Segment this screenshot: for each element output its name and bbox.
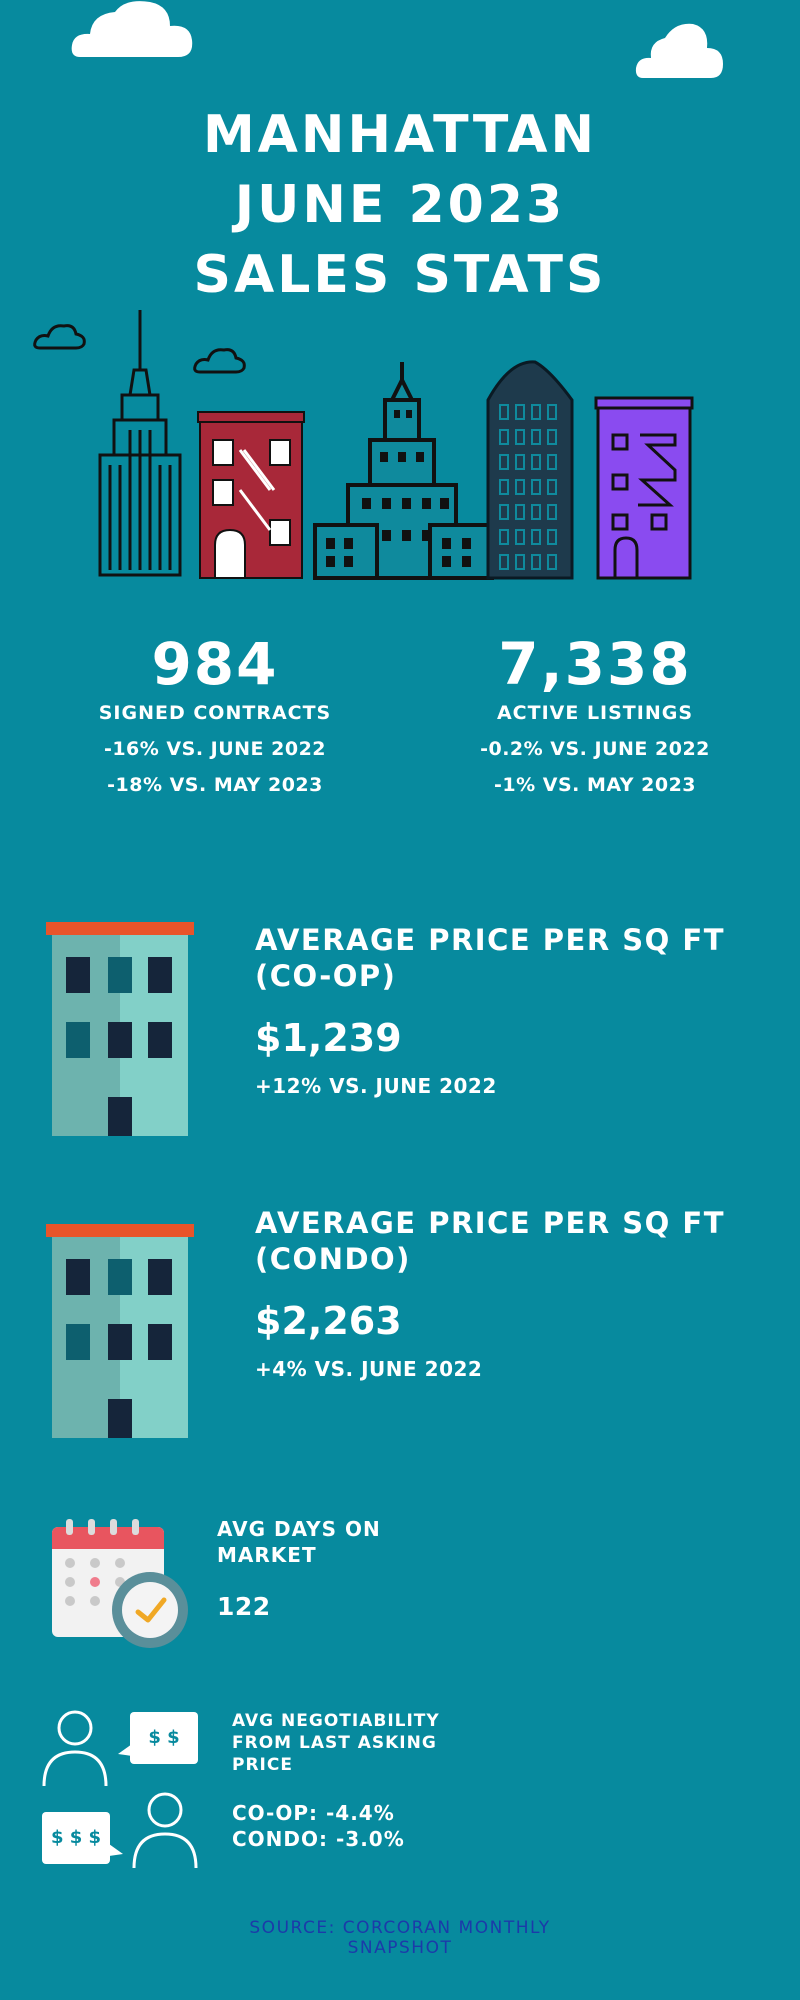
title-line-3: SALES STATS [193,245,607,305]
negotiability-title-line-3: PRICE [232,1755,293,1775]
skyline-illustration [33,310,694,580]
cloud-icon [635,23,723,78]
listings-vs-year: -0.2% VS. JUNE 2022 [480,738,710,760]
coop-price-change: +12% VS. JUNE 2022 [255,1074,497,1098]
negotiability-coop: CO-OP: -4.4% [232,1801,395,1825]
source-line-2: SNAPSHOT [347,1938,453,1958]
speech-bubble-icon: $ $ $ [42,1812,110,1864]
apartment-building-icon [46,1224,194,1438]
person-icon [42,1710,108,1787]
contracts-vs-year: -16% VS. JUNE 2022 [103,738,327,760]
listings-stat: 7,338 ACTIVE LISTINGS -0.2% VS. JUNE 202… [420,630,770,796]
speech-bubble-icon: $ $ [130,1712,198,1764]
negotiability-condo: CONDO: -3.0% [232,1827,405,1851]
skyscraper-icon [313,362,494,580]
source-line-1: SOURCE: CORCORAN MONTHLY [249,1918,551,1938]
source-note: SOURCE: CORCORAN MONTHLY SNAPSHOT [0,1918,800,1958]
condo-title-line-2: (CONDO) [255,1242,411,1276]
clock-icon [112,1572,188,1648]
empire-state-icon [98,310,182,577]
negotiability-title-line-2: FROM LAST ASKING [232,1733,437,1753]
contracts-value: 984 [151,630,279,698]
title-line-1: MANHATTAN [202,105,598,165]
speech-bubble-tail [109,1844,123,1856]
coop-title-line-1: AVERAGE PRICE PER SQ FT [255,923,725,957]
coop-price-section: AVERAGE PRICE PER SQ FT (CO-OP) $1,239 +… [255,922,775,1098]
listings-value: 7,338 [498,630,692,698]
title-line-2: JUNE 2023 [234,175,566,235]
listings-label: ACTIVE LISTINGS [496,702,694,724]
skyscraper-windows [326,410,471,567]
negotiability-title-line-1: AVG NEGOTIABILITY [232,1711,440,1731]
cloud-icon [193,348,246,374]
coop-title-line-2: (CO-OP) [255,959,397,993]
condo-title-line-1: AVERAGE PRICE PER SQ FT [255,1206,725,1240]
days-on-market-section: AVG DAYS ON MARKET 122 [217,1516,517,1621]
cloud-icon [71,1,193,57]
coop-price-value: $1,239 [255,1016,402,1060]
negotiability-section: AVG NEGOTIABILITY FROM LAST ASKING PRICE… [232,1710,592,1852]
bubble-bottom-text: $ $ $ [50,1827,102,1848]
condo-price-change: +4% VS. JUNE 2022 [255,1357,483,1381]
contracts-vs-month: -18% VS. MAY 2023 [107,774,323,796]
cloud-icon [33,324,86,350]
days-title-line-1: AVG DAYS ON [217,1517,381,1541]
apartment-building-icon [46,922,194,1136]
contracts-label: SIGNED CONTRACTS [98,702,332,724]
listings-vs-month: -1% VS. MAY 2023 [493,774,697,796]
flatiron-icon [486,360,574,580]
speech-bubble-tail [118,1744,132,1756]
days-title-line-2: MARKET [217,1543,317,1567]
condo-price-section: AVERAGE PRICE PER SQ FT (CONDO) $2,263 +… [255,1205,775,1381]
person-icon [132,1792,198,1869]
bubble-top-text: $ $ [148,1727,180,1748]
condo-price-value: $2,263 [255,1299,402,1343]
contracts-stat: 984 SIGNED CONTRACTS -16% VS. JUNE 2022 … [55,630,375,796]
days-on-market-value: 122 [217,1592,271,1621]
brick-building-icon [197,411,305,579]
purple-building-icon [594,396,694,580]
page-title: MANHATTAN JUNE 2023 SALES STATS [0,100,800,310]
